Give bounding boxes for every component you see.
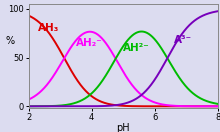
Text: A³⁻: A³⁻ [174, 35, 192, 45]
Y-axis label: %: % [5, 36, 14, 46]
Text: AH₂⁻: AH₂⁻ [76, 38, 103, 48]
Text: AH₃: AH₃ [38, 23, 59, 33]
X-axis label: pH: pH [116, 124, 130, 132]
Text: AH²⁻: AH²⁻ [123, 43, 150, 53]
